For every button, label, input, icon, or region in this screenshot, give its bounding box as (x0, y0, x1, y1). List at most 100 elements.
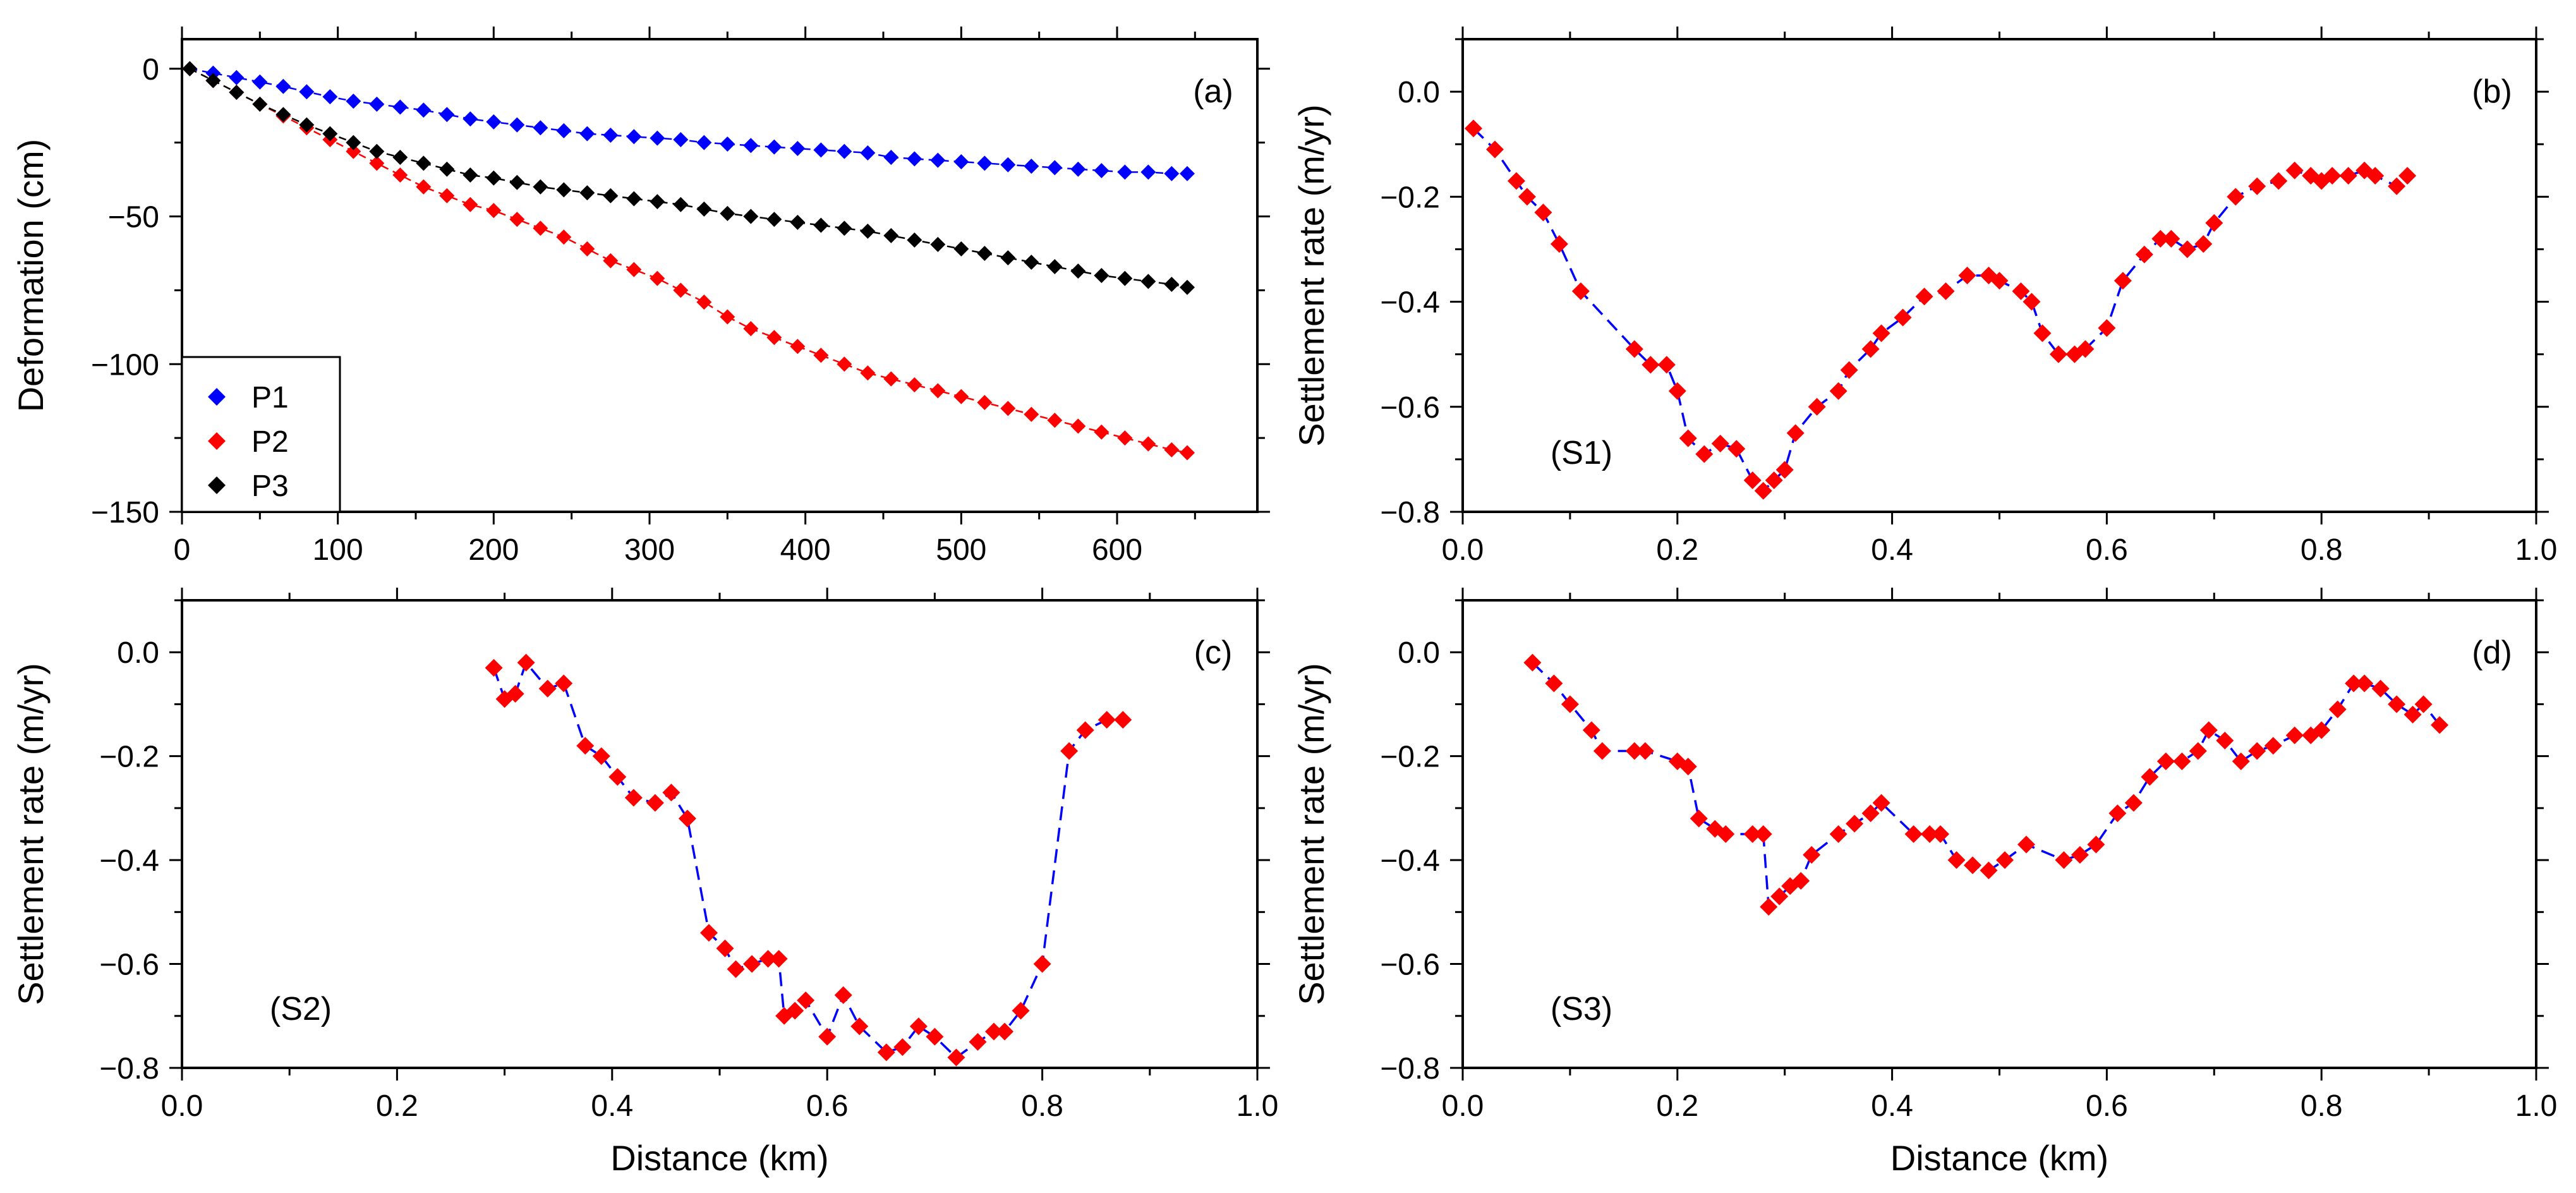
data-point (1545, 674, 1563, 693)
data-point (743, 138, 759, 154)
y-tick-label: −0.6 (99, 948, 159, 982)
data-point (977, 245, 993, 261)
data-point (1754, 481, 1772, 500)
data-point (2388, 695, 2406, 713)
data-point (1000, 157, 1016, 173)
data-point (1872, 324, 1890, 342)
data-point (2156, 752, 2175, 770)
data-point (533, 221, 548, 236)
y-tick-label: −0.8 (1380, 1052, 1440, 1086)
data-point (509, 117, 525, 133)
data-point (650, 130, 665, 146)
data-point (1872, 794, 1890, 812)
data-point (533, 120, 548, 136)
y-tick-label: −50 (108, 201, 159, 234)
data-point (1164, 442, 1180, 457)
data-point (2098, 319, 2116, 337)
panel-b: 0.0 0.2 0.4 0.6 0.8 1.0 0.0 −0.2 −0.4 −0.6 −0.8 Set… (1291, 27, 2557, 567)
data-point (1140, 274, 1156, 289)
panel-c: 0.0 0.2 0.4 0.6 0.8 1.0 0.0 −0.2 −0.4 −0.6 −0.8 Set… (11, 588, 1278, 1178)
data-point (1180, 279, 1195, 295)
data-point (766, 139, 782, 155)
data-point (1625, 742, 1643, 760)
data-point (2076, 340, 2095, 358)
x-tick-label: 0.6 (2086, 1089, 2128, 1123)
data-point (953, 241, 969, 257)
data-point (346, 94, 361, 109)
data-point (2012, 282, 2030, 300)
data-point (813, 142, 829, 158)
data-point (947, 1048, 965, 1067)
data-point (2371, 679, 2390, 698)
data-point (1485, 140, 1504, 159)
data-point (1657, 356, 1676, 374)
data-point (1846, 815, 1864, 833)
data-point (1464, 119, 1482, 138)
data-point (1523, 653, 1542, 672)
data-point (1743, 471, 1762, 490)
data-point (2173, 752, 2191, 770)
panel-label: (a) (1193, 73, 1233, 110)
data-point (813, 217, 829, 233)
data-point (2398, 167, 2417, 185)
data-point (346, 143, 361, 159)
data-point (592, 747, 610, 765)
data-point (1932, 825, 1950, 843)
data-point (555, 674, 573, 693)
data-point (509, 212, 525, 227)
data-point (1550, 235, 1568, 253)
data-point (1760, 898, 1778, 916)
data-point (743, 955, 761, 973)
data-point (743, 209, 759, 224)
data-point (1571, 282, 1590, 300)
data-point (985, 1022, 1003, 1041)
data-point (716, 939, 734, 957)
data-point (463, 167, 478, 183)
data-point (1507, 172, 1525, 190)
data-point (322, 89, 338, 105)
data-point (1561, 695, 1579, 713)
data-point (860, 365, 876, 381)
data-point (416, 102, 432, 118)
data-point (1518, 188, 1536, 206)
data-point (2339, 167, 2357, 185)
data-point (662, 784, 680, 802)
y-tick-label: 0.0 (1398, 636, 1440, 670)
data-point (969, 1033, 987, 1051)
data-point (275, 78, 291, 94)
data-point (485, 658, 503, 677)
data-point (1076, 721, 1094, 739)
data-point (1024, 406, 1039, 422)
y-tick-label: 0 (142, 53, 159, 87)
x-tick-label: 0.4 (1871, 1089, 1913, 1123)
data-point (1582, 721, 1600, 739)
data-point (1964, 856, 1982, 875)
data-point (506, 685, 524, 703)
data-point (1690, 809, 1708, 828)
data-point (1180, 166, 1195, 181)
data-point (603, 127, 619, 143)
data-point (696, 135, 712, 150)
data-point (860, 145, 876, 160)
data-point (818, 1027, 837, 1046)
data-point (2404, 705, 2422, 724)
data-point (2033, 324, 2052, 342)
data-point (1033, 955, 1051, 973)
data-point (1140, 436, 1156, 452)
x-axis-title: Distance (km) (610, 1138, 828, 1178)
panel-label: (d) (2472, 634, 2512, 671)
data-point (2049, 345, 2067, 363)
x-tick-label: 0.0 (1442, 1089, 1484, 1123)
data-point (2071, 845, 2089, 864)
y-tick-label: −0.2 (1380, 741, 1440, 774)
x-tick-label: 0.8 (1021, 1089, 1063, 1123)
data-point (2264, 737, 2282, 755)
data-point (850, 1017, 869, 1036)
data-point (930, 152, 946, 168)
data-point (834, 986, 852, 1004)
data-point (626, 262, 642, 277)
data-point (538, 679, 557, 698)
data-point (2141, 768, 2159, 786)
data-point (1904, 825, 1923, 843)
data-point (2414, 695, 2433, 713)
